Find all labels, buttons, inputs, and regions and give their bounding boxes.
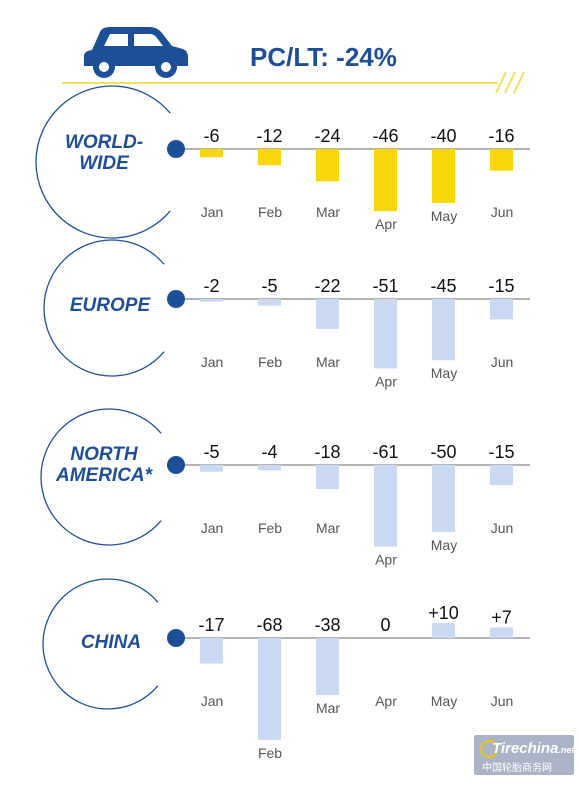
region-arc <box>35 85 171 239</box>
watermark-brand: Tirechina.net <box>492 740 575 757</box>
bar-apr <box>374 465 397 547</box>
data-label: -5 <box>261 276 277 296</box>
tick-label-apr: Apr <box>375 216 397 232</box>
data-label: +10 <box>428 603 459 623</box>
data-label: -18 <box>314 442 340 462</box>
bar-jan <box>200 299 223 302</box>
data-label: -4 <box>261 442 277 462</box>
tick-label-mar: Mar <box>316 520 340 536</box>
bar-may <box>432 623 455 638</box>
car-icon <box>84 27 188 78</box>
data-label: -50 <box>430 442 456 462</box>
bar-apr <box>374 149 397 212</box>
region-arc <box>43 239 165 377</box>
axis-dot <box>167 629 185 647</box>
data-label: -46 <box>372 126 398 146</box>
tick-label-jun: Jun <box>491 204 514 220</box>
axis-dot <box>167 456 185 474</box>
bar-apr <box>374 299 397 369</box>
bar-jan <box>200 465 223 472</box>
page-title: PC/LT: -24% <box>250 42 397 72</box>
tick-label-mar: Mar <box>316 354 340 370</box>
tick-label-jan: Jan <box>201 204 224 220</box>
data-label: -17 <box>198 615 224 635</box>
tick-label-jun: Jun <box>491 354 514 370</box>
data-label: +7 <box>491 608 512 628</box>
chart-panel-2: EUROPE -2 Jan -5 Feb -22 Mar -51 Apr -45 May -15 Jun <box>43 239 530 389</box>
bar-jun <box>490 465 513 486</box>
bar-may <box>432 299 455 361</box>
data-label: -16 <box>488 126 514 146</box>
bar-jun <box>490 627 513 638</box>
region-title: NORTH AMERICA* <box>55 444 154 486</box>
bar-jan <box>200 149 223 158</box>
region-arc <box>40 408 162 546</box>
tick-label-feb: Feb <box>258 520 282 536</box>
bar-mar <box>316 465 339 490</box>
data-label: -61 <box>372 442 398 462</box>
tick-label-apr: Apr <box>375 693 397 709</box>
axis-dot <box>167 290 185 308</box>
data-label: -40 <box>430 126 456 146</box>
tick-label-apr: Apr <box>375 373 397 389</box>
data-label: -15 <box>488 276 514 296</box>
bar-feb <box>258 638 281 740</box>
region-arc <box>42 578 159 710</box>
region-title: EUROPE <box>70 295 152 316</box>
data-label: -22 <box>314 276 340 296</box>
region-title: WORLD-WIDE <box>65 132 143 174</box>
bar-mar <box>316 149 339 182</box>
tick-label-jan: Jan <box>201 520 224 536</box>
data-label: -51 <box>372 276 398 296</box>
data-label: -15 <box>488 442 514 462</box>
tick-label-jun: Jun <box>491 520 514 536</box>
tick-label-may: May <box>431 208 457 224</box>
chart-panel-1: WORLD-WIDE -6 Jan -12 Feb -24 Mar -46 Apr -40 May -… <box>35 85 530 239</box>
bar-mar <box>316 638 339 695</box>
axis-dot <box>167 140 185 158</box>
chart-panel-3: NORTH AMERICA* -5 Jan -4 Feb -18 Mar -61 Apr -50 Ma… <box>40 408 530 568</box>
bar-jun <box>490 149 513 171</box>
chart-panel-4: CHINA -17 Jan -68 Feb -38 Mar 0 Apr +10 May +7 Jun <box>42 578 530 761</box>
data-label: 0 <box>380 615 390 635</box>
bar-may <box>432 149 455 203</box>
tick-label-jun: Jun <box>491 693 514 709</box>
tick-label-mar: Mar <box>316 204 340 220</box>
bar-jun <box>490 299 513 320</box>
bar-jan <box>200 638 223 664</box>
bar-feb <box>258 465 281 471</box>
region-title: CHINA <box>81 632 141 653</box>
tick-label-feb: Feb <box>258 354 282 370</box>
slash-decoration <box>495 71 525 94</box>
bar-feb <box>258 149 281 166</box>
tick-label-apr: Apr <box>375 552 397 568</box>
data-label: -6 <box>203 126 219 146</box>
tick-label-feb: Feb <box>258 204 282 220</box>
tick-label-may: May <box>431 365 457 381</box>
tick-label-jan: Jan <box>201 693 224 709</box>
tick-label-may: May <box>431 537 457 553</box>
bar-feb <box>258 299 281 306</box>
tick-label-may: May <box>431 693 457 709</box>
data-label: -5 <box>203 442 219 462</box>
tick-label-mar: Mar <box>316 700 340 716</box>
tick-label-feb: Feb <box>258 745 282 761</box>
data-label: -12 <box>256 126 282 146</box>
watermark-caption: 中国轮胎商务网 <box>482 763 552 774</box>
data-label: -68 <box>256 615 282 635</box>
data-label: -2 <box>203 276 219 296</box>
tire-logo-icon <box>480 740 498 758</box>
tick-label-jan: Jan <box>201 354 224 370</box>
data-label: -38 <box>314 615 340 635</box>
data-label: -24 <box>314 126 340 146</box>
bar-may <box>432 465 455 532</box>
site-watermark: Tirechina.net 中国轮胎商务网 <box>474 735 574 775</box>
bar-mar <box>316 299 339 329</box>
data-label: -45 <box>430 276 456 296</box>
